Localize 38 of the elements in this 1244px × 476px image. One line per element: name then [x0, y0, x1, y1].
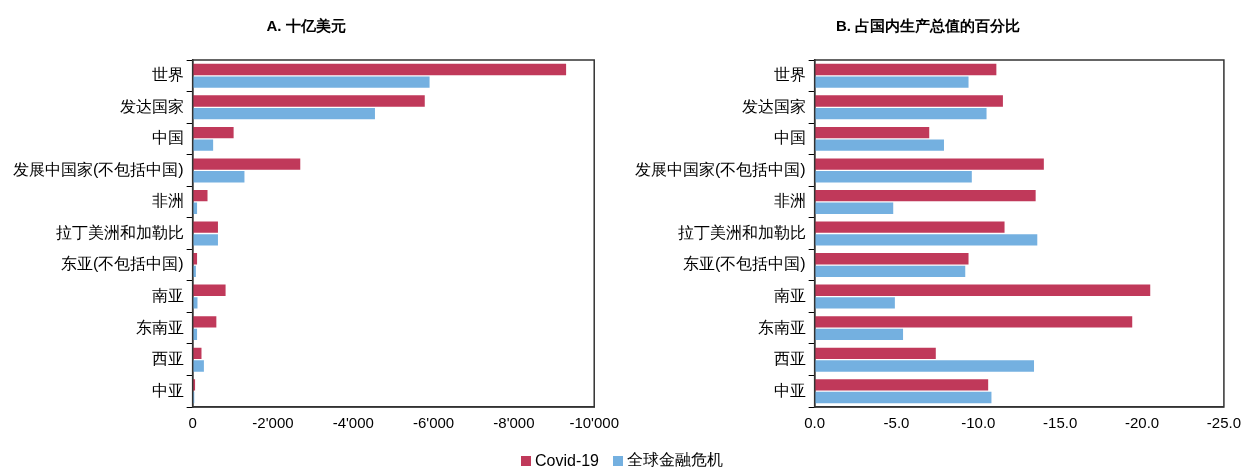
y-tick-label: 世界 — [151, 66, 184, 84]
chart-title: B. 占国内生产总值的百分比 — [835, 17, 1021, 35]
y-tick-label: 中亚 — [151, 381, 184, 399]
y-tick-label: 非洲 — [773, 192, 806, 210]
y-tick-label: 拉丁美洲和加勒比 — [55, 223, 184, 241]
y-tick-label: 南亚 — [151, 287, 184, 304]
y-tick-label: 南亚 — [773, 287, 806, 304]
x-tick-label: -10.0 — [961, 414, 996, 432]
legend-label: 全球金融危机 — [627, 450, 724, 470]
x-tick-label: -2'000 — [252, 414, 294, 432]
x-tick-label: -6'000 — [412, 414, 455, 432]
x-tick-label: -20.0 — [1124, 414, 1160, 432]
y-tick-label: 发达国家 — [741, 97, 806, 115]
chart-title: A. 十亿美元 — [266, 17, 346, 35]
legend-label: Covid-19 — [534, 451, 600, 470]
y-tick-label: 东亚(不包括中国) — [683, 255, 806, 273]
y-tick-label: 发展中国家(不包括中国) — [13, 160, 184, 178]
x-tick-label: 0 — [188, 414, 197, 432]
y-tick-label: 西亚 — [151, 350, 184, 368]
y-tick-label: 发达国家 — [119, 97, 184, 115]
y-tick-label: 西亚 — [773, 350, 806, 368]
x-tick-label: -25.0 — [1206, 414, 1242, 432]
y-tick-label: 非洲 — [151, 192, 184, 210]
x-tick-label: -4'000 — [332, 414, 374, 432]
x-tick-label: -5.0 — [883, 414, 910, 432]
y-tick-label: 中国 — [773, 129, 806, 147]
x-tick-label: 0.0 — [804, 414, 826, 432]
y-tick-label: 东南亚 — [757, 318, 806, 336]
x-tick-label: -10'000 — [569, 414, 619, 432]
y-tick-label: 中亚 — [773, 381, 806, 399]
x-tick-label: -15.0 — [1043, 414, 1078, 432]
x-tick-label: -8'000 — [493, 414, 535, 432]
y-tick-label: 拉丁美洲和加勒比 — [677, 223, 806, 241]
y-tick-label: 世界 — [773, 66, 806, 84]
y-tick-label: 东亚(不包括中国) — [61, 255, 184, 273]
y-tick-label: 中国 — [151, 129, 184, 147]
y-tick-label: 东南亚 — [135, 318, 184, 336]
y-tick-label: 发展中国家(不包括中国) — [635, 160, 806, 178]
